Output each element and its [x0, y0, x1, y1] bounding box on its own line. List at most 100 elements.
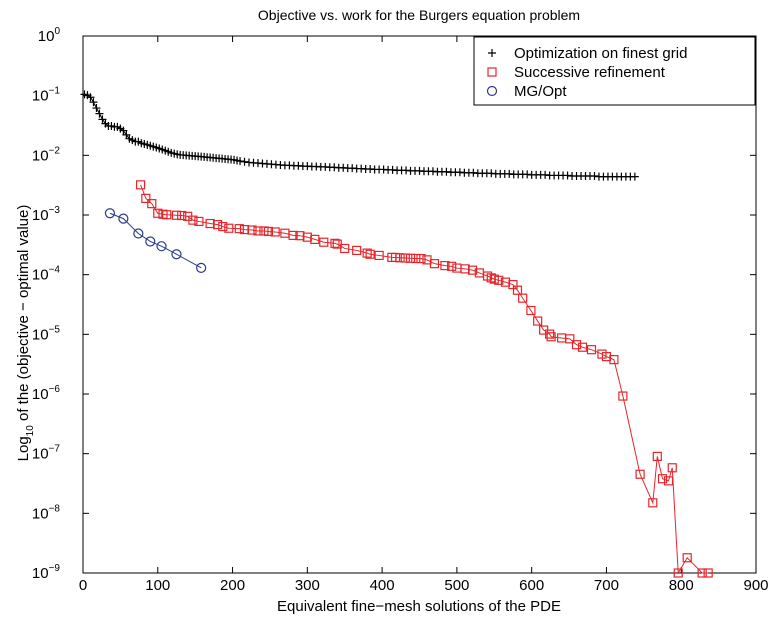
data-point	[104, 208, 116, 219]
data-point	[374, 250, 384, 261]
data-point	[288, 230, 298, 241]
legend-marker	[486, 85, 498, 97]
data-point	[319, 237, 329, 247]
data-point	[533, 316, 543, 326]
data-point	[352, 245, 362, 256]
data-point	[512, 285, 523, 295]
data-point	[145, 236, 156, 247]
data-point	[682, 553, 692, 563]
y-tick-label: 10−3	[32, 205, 61, 224]
data-point	[395, 253, 405, 263]
data-point	[270, 227, 280, 237]
chart-title: Objective vs. work for the Burgers equat…	[258, 7, 580, 23]
data-point	[648, 498, 658, 508]
y-tick-label: 10−5	[32, 324, 61, 343]
x-tick-label: 800	[669, 577, 694, 594]
y-axis-label-suffix: of the (objective − optimal value)	[15, 205, 32, 426]
data-point	[635, 469, 645, 479]
data-point	[118, 213, 129, 224]
data-point	[95, 109, 104, 118]
series-plus	[80, 90, 639, 181]
y-tick-label: 10−2	[32, 145, 61, 164]
series-square	[135, 180, 713, 578]
data-point	[365, 249, 375, 259]
data-point	[673, 568, 683, 578]
data-point	[546, 332, 556, 342]
data-point	[362, 248, 372, 258]
series-line	[84, 93, 635, 178]
y-tick-label: 10−4	[32, 265, 61, 284]
data-point	[133, 228, 144, 239]
x-tick-label: 400	[370, 577, 395, 594]
data-point	[411, 253, 421, 264]
data-point	[247, 225, 257, 235]
data-point	[86, 93, 95, 102]
data-point	[92, 104, 101, 113]
data-point	[697, 568, 707, 578]
legend-label: Optimization on finest grid	[514, 45, 687, 62]
x-axis-label: Equivalent fine−mesh solutions of the PD…	[277, 598, 561, 615]
data-point	[429, 259, 440, 269]
data-point	[147, 199, 157, 209]
x-tick-label: 200	[220, 577, 245, 594]
data-point	[667, 463, 677, 473]
data-point	[213, 220, 223, 230]
legend-label: MG/Opt	[514, 83, 567, 100]
data-point	[98, 115, 107, 124]
data-point	[405, 253, 416, 263]
y-axis: 100 10−1 10−2 10−3 10−4 10−5 10−6 10−7 10−8 10−9	[32, 26, 756, 582]
data-point	[218, 221, 228, 232]
data-point	[119, 126, 128, 135]
data-point	[340, 243, 350, 254]
data-point	[240, 157, 249, 166]
data-point	[518, 293, 528, 303]
data-point	[196, 262, 207, 273]
data-point	[618, 391, 628, 401]
data-point	[153, 208, 163, 218]
data-point	[194, 216, 204, 227]
data-point	[234, 224, 244, 234]
x-tick-label: 0	[79, 577, 87, 594]
data-point	[416, 253, 426, 264]
data-point	[177, 210, 187, 221]
y-tick-label: 10−9	[32, 563, 61, 582]
data-point	[171, 249, 182, 260]
data-point	[310, 234, 320, 244]
x-axis: 0 100 200 300 400 500 600 700 800 900	[79, 36, 769, 594]
svg-text:Log10 of the (objective − opti: Log10 of the (objective − optimal value)	[15, 205, 36, 462]
y-axis-label: Log10 of the (objective − optimal value)	[15, 205, 36, 462]
y-tick-label: 10−7	[32, 444, 61, 463]
y-axis-label-subscript: 10	[25, 425, 36, 437]
data-point	[440, 260, 450, 271]
data-point	[253, 226, 263, 236]
data-point	[263, 226, 274, 237]
plot-frame	[82, 35, 757, 574]
x-tick-label: 900	[743, 577, 768, 594]
data-point	[494, 275, 504, 285]
data-point	[171, 210, 182, 220]
series-circle	[104, 208, 207, 273]
data-point	[135, 180, 146, 190]
y-tick-label: 100	[38, 26, 61, 45]
legend-label: Successive refinement	[514, 64, 666, 81]
y-tick-label: 10−6	[32, 384, 61, 403]
data-point	[236, 157, 245, 166]
x-tick-label: 500	[444, 577, 469, 594]
data-point	[545, 329, 555, 339]
data-point	[630, 172, 639, 181]
data-point	[156, 241, 167, 252]
data-point	[400, 253, 410, 263]
plot-area	[82, 35, 757, 574]
data-point	[663, 476, 674, 486]
series-line	[109, 212, 202, 269]
data-point	[224, 223, 234, 233]
legend: Optimization on finest grid Successive re…	[473, 36, 756, 106]
data-point	[467, 265, 478, 275]
x-tick-label: 700	[594, 577, 619, 594]
data-point	[577, 342, 588, 352]
data-point	[188, 215, 198, 225]
data-point	[571, 340, 582, 350]
y-tick-label: 10−8	[32, 503, 61, 522]
data-point	[330, 238, 340, 248]
